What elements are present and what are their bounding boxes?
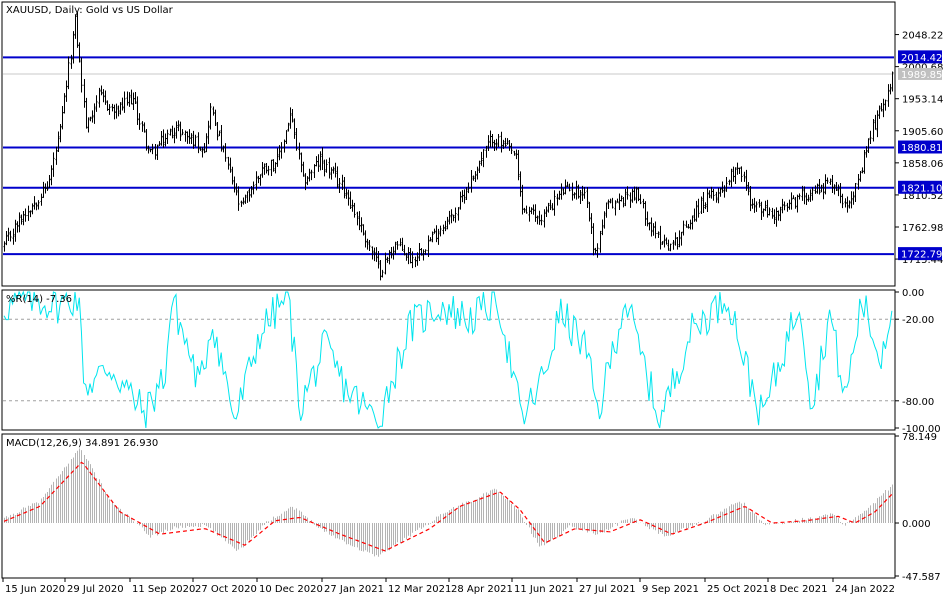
price-tags: 2014.42 1880.81 1821.10 1722.79 1989.85 bbox=[898, 50, 942, 261]
price-candles bbox=[3, 12, 894, 281]
price-tick-label: 1905.60 bbox=[902, 127, 943, 138]
date-tick-label: 12 Mar 2021 bbox=[388, 584, 451, 595]
price-pane-frame bbox=[1, 1, 896, 287]
x-axis: 15 Jun 2020 29 Jul 2020 11 Sep 2020 27 Oct … bbox=[2, 578, 895, 595]
date-tick-label: 29 Jul 2020 bbox=[67, 584, 124, 595]
level-price-tag bbox=[898, 180, 942, 194]
date-tick-label: 28 Apr 2021 bbox=[451, 584, 513, 595]
williams-pane-frame bbox=[1, 289, 896, 431]
level-price-tag bbox=[898, 50, 942, 64]
macd-pane-frame bbox=[1, 433, 896, 579]
date-tick-label: 27 Jan 2021 bbox=[324, 584, 384, 595]
price-tick-label: 1953.14 bbox=[902, 95, 943, 106]
date-tick-label: 10 Dec 2020 bbox=[259, 584, 323, 595]
date-tick-label: 27 Jul 2021 bbox=[579, 584, 636, 595]
williams-tick-label: -100.00 bbox=[902, 424, 941, 435]
macd-signal-line bbox=[3, 461, 893, 552]
date-tick-label: 27 Oct 2020 bbox=[195, 584, 257, 595]
price-tick-label: 1858.06 bbox=[902, 159, 943, 170]
macd-signal bbox=[3, 461, 893, 552]
williams-tick-label: 0.00 bbox=[902, 288, 924, 299]
price-tick-label: 2048.22 bbox=[902, 31, 943, 42]
price-levels bbox=[3, 56, 894, 256]
current-price-tag-label: 1989.85 bbox=[901, 70, 942, 81]
date-tick-label: 25 Oct 2021 bbox=[707, 584, 769, 595]
current-price-tag bbox=[898, 67, 942, 80]
level-price-tag-label: 1722.79 bbox=[901, 250, 942, 261]
date-tick-label: 9 Sep 2021 bbox=[642, 584, 699, 595]
williams-tick-label: -80.00 bbox=[902, 397, 934, 408]
level-price-tag bbox=[898, 247, 942, 261]
macd-tick-label: 78.149 bbox=[902, 432, 937, 443]
williams-tick-label: -20.00 bbox=[902, 315, 934, 326]
date-tick-label: 11 Sep 2020 bbox=[132, 584, 195, 595]
williams-r-line bbox=[3, 290, 893, 429]
level-price-tag bbox=[898, 140, 942, 154]
level-price-tag-label: 1821.10 bbox=[901, 183, 942, 194]
date-tick-label: 15 Jun 2020 bbox=[5, 584, 65, 595]
date-tick-label: 11 Jun 2021 bbox=[514, 584, 574, 595]
macd-tick-label: -47.587 bbox=[902, 572, 941, 583]
date-tick-label: 8 Dec 2021 bbox=[770, 584, 828, 595]
price-tick-label: 1762.98 bbox=[902, 223, 943, 234]
price-tick-label: 1715.44 bbox=[902, 255, 943, 266]
williams-levels bbox=[3, 318, 894, 402]
williams-title: %R(14) -7.36 bbox=[6, 294, 72, 305]
price-tick-label: 1810.52 bbox=[902, 191, 943, 202]
macd-histogram bbox=[4, 448, 893, 557]
date-tick-label: 24 Jan 2022 bbox=[835, 584, 895, 595]
level-price-tag-label: 2014.42 bbox=[901, 53, 942, 64]
williams-line bbox=[3, 290, 893, 429]
macd-tick-label: 0.000 bbox=[902, 519, 931, 530]
chart-title: XAUUSD, Daily: Gold vs US Dollar bbox=[6, 5, 174, 16]
level-price-tag-label: 1880.81 bbox=[901, 143, 942, 154]
y-axis-labels: 2048.222000.681953.141905.601858.061810.… bbox=[895, 31, 943, 583]
macd-title: MACD(12,26,9) 34.891 26.930 bbox=[6, 438, 158, 449]
